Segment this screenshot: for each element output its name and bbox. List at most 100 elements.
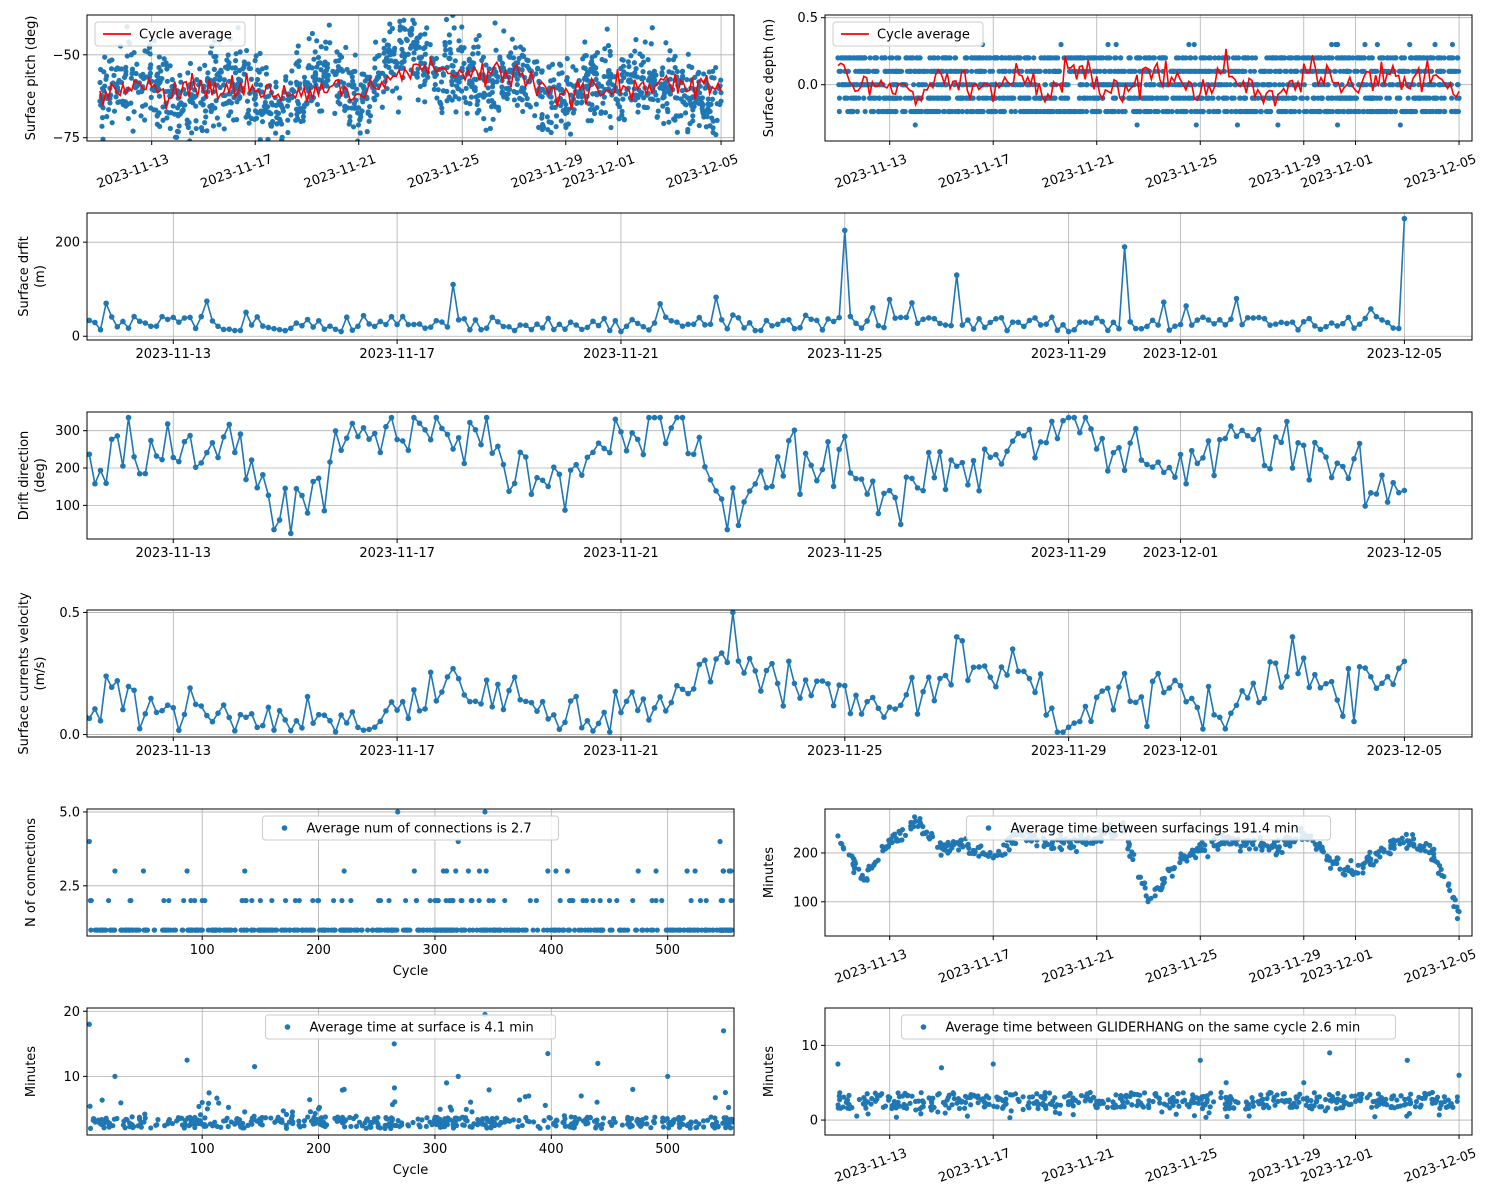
plot-connections xyxy=(87,809,734,933)
scatter-point xyxy=(604,26,610,32)
data-point xyxy=(310,324,316,330)
scatter-point xyxy=(253,115,260,121)
scatter-point xyxy=(522,91,529,98)
scatter-point xyxy=(640,59,647,65)
data-point xyxy=(1127,318,1133,325)
data-point xyxy=(601,709,607,716)
data-point xyxy=(1222,726,1229,732)
scatter-point xyxy=(566,927,573,933)
scatter-point xyxy=(347,114,353,120)
data-point xyxy=(797,491,803,498)
data-point xyxy=(1256,426,1262,433)
scatter-point xyxy=(1095,95,1101,101)
scatter-point xyxy=(497,54,503,60)
scatter-point xyxy=(533,101,539,107)
scatter-point xyxy=(476,868,483,874)
scatter-point xyxy=(1362,95,1369,101)
scatter-point xyxy=(1347,108,1353,115)
scatter-point xyxy=(1357,55,1363,61)
data-point xyxy=(265,492,272,499)
data-point xyxy=(299,322,305,329)
scatter-point xyxy=(1202,842,1208,848)
data-point xyxy=(925,674,932,681)
y-tick-label: 200 xyxy=(55,462,80,477)
data-point xyxy=(730,610,736,616)
scatter-point xyxy=(556,71,562,77)
scatter-point xyxy=(854,55,860,61)
scatter-point xyxy=(487,91,493,98)
scatter-point xyxy=(979,108,985,115)
data-point xyxy=(405,447,412,454)
axes-frame xyxy=(86,14,735,142)
data-point xyxy=(455,434,462,441)
data-point xyxy=(153,709,160,716)
data-point xyxy=(394,707,400,713)
scatter-point xyxy=(1205,854,1211,860)
scatter-point xyxy=(1334,122,1341,128)
data-point xyxy=(562,719,568,726)
data-point xyxy=(1272,660,1279,666)
y-tick-label: 2.5 xyxy=(59,879,80,894)
scatter-point xyxy=(728,897,734,904)
scatter-point xyxy=(442,47,449,53)
data-point xyxy=(1138,694,1145,700)
scatter-point xyxy=(474,101,480,108)
scatter-point xyxy=(443,16,450,23)
data-point xyxy=(707,477,714,483)
scatter-point xyxy=(301,74,308,80)
data-point xyxy=(752,668,759,674)
scatter-point xyxy=(836,95,843,101)
data-point xyxy=(360,727,367,733)
data-point xyxy=(1032,315,1038,321)
scatter-point xyxy=(1416,55,1422,61)
data-point xyxy=(1194,460,1201,467)
scatter-point xyxy=(232,70,239,76)
data-point xyxy=(987,319,994,326)
data-point xyxy=(170,454,177,461)
scatter-point xyxy=(387,29,393,35)
data-point xyxy=(159,707,165,714)
data-point xyxy=(422,325,428,331)
scatter-point xyxy=(202,120,208,126)
scatter-point xyxy=(293,117,299,123)
scatter-point xyxy=(964,55,970,61)
scatter-point xyxy=(533,897,539,904)
scatter-point xyxy=(393,85,400,91)
scatter-point xyxy=(453,109,459,115)
data-point xyxy=(674,414,680,421)
scatter-point xyxy=(1275,122,1281,128)
scatter-point xyxy=(855,68,861,74)
scatter-point xyxy=(1129,68,1135,74)
data-point xyxy=(271,526,277,533)
data-point xyxy=(640,696,647,702)
scatter-point xyxy=(1380,108,1387,115)
scatter-point xyxy=(1239,68,1245,74)
data-point xyxy=(562,326,568,332)
data-point xyxy=(976,316,982,322)
data-point xyxy=(1088,426,1094,432)
data-point xyxy=(814,477,820,484)
x-tick-label: 2023-11-17 xyxy=(937,152,1013,192)
scatter-point xyxy=(487,927,493,933)
data-point xyxy=(1267,659,1273,665)
data-point xyxy=(578,472,585,478)
scatter-point xyxy=(447,39,453,45)
scatter-point xyxy=(713,132,719,138)
scatter-point xyxy=(861,82,867,88)
scatter-point xyxy=(289,87,295,93)
data-point xyxy=(472,317,479,323)
data-point xyxy=(450,281,456,288)
data-point xyxy=(377,318,384,325)
scatter-point xyxy=(238,927,244,933)
scatter-point xyxy=(1042,108,1048,115)
scatter-point xyxy=(876,95,882,101)
scatter-point xyxy=(187,98,193,105)
data-point xyxy=(455,675,462,682)
scatter-point xyxy=(323,45,329,51)
scatter-point xyxy=(887,840,893,846)
scatter-point xyxy=(605,42,612,49)
scatter-point xyxy=(862,55,868,61)
scatter-point xyxy=(309,65,315,71)
data-point xyxy=(791,427,798,433)
scatter-point xyxy=(282,897,289,904)
